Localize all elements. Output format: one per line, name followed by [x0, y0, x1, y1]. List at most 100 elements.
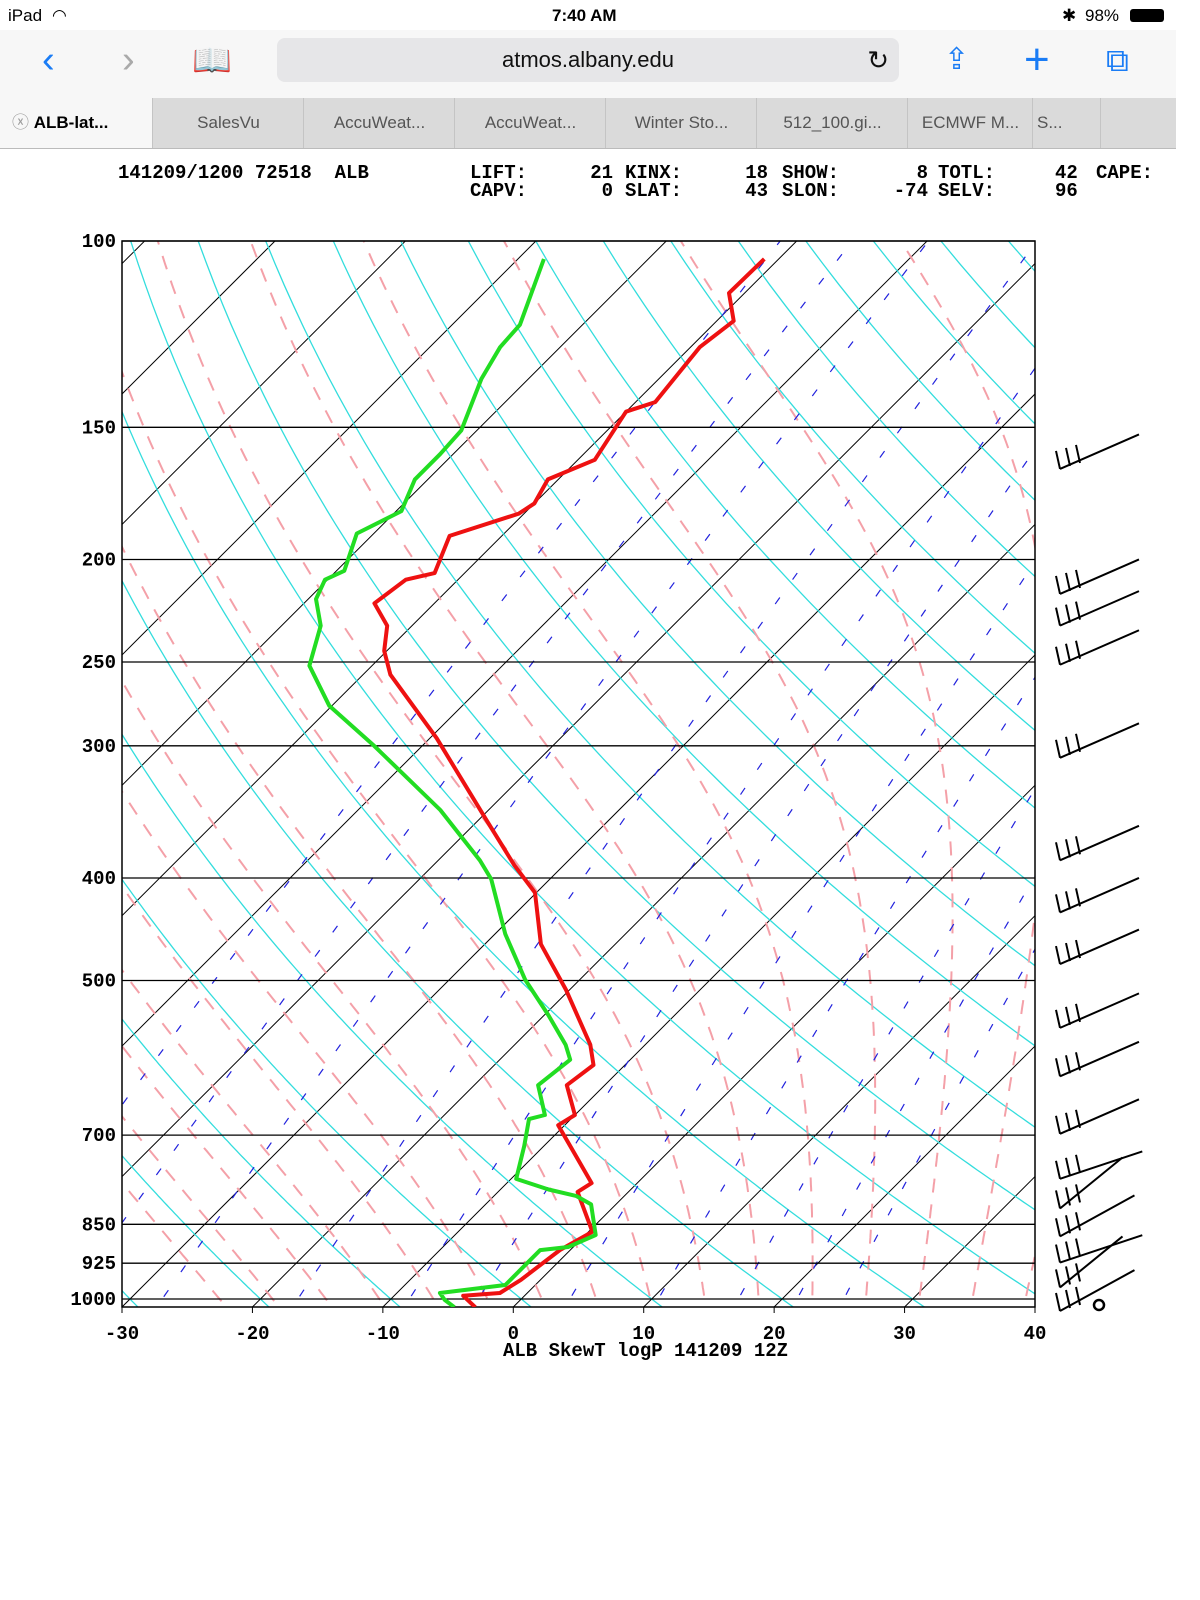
- x-tick-label: -20: [235, 1323, 269, 1345]
- dry-adiabat-line: [1121, 217, 1200, 1321]
- x-tick-label: 10: [632, 1323, 655, 1345]
- tab[interactable]: AccuWeat...: [303, 98, 455, 148]
- wind-barb-flag: [1055, 1009, 1061, 1029]
- device-label: iPad: [8, 6, 43, 25]
- y-tick-label: 850: [82, 1214, 116, 1236]
- back-button[interactable]: ‹: [42, 39, 55, 81]
- isotherm-line: [122, 241, 146, 265]
- x-tick-label: 0: [508, 1323, 519, 1345]
- wind-barb-flag: [1065, 447, 1071, 467]
- dry-adiabat-line: [122, 579, 795, 1307]
- wind-barb-flag: [1075, 1154, 1081, 1174]
- url-text: atmos.albany.edu: [501, 47, 675, 72]
- wind-barb-flag: [1075, 888, 1081, 907]
- dry-adiabat-line: [467, 241, 1035, 888]
- bookmarks-icon[interactable]: 📖: [192, 42, 232, 78]
- wind-barb-flag: [1055, 1058, 1061, 1077]
- mixing-ratio-line: [838, 948, 1035, 1307]
- wind-barb-flag: [1055, 894, 1061, 913]
- wind-barb: [1055, 1235, 1124, 1289]
- wind-barb: [1055, 433, 1140, 470]
- wind-barb: [1055, 1156, 1124, 1210]
- dry-adiabat-line: [122, 410, 926, 1307]
- dry-adiabat-line: [670, 241, 1035, 655]
- x-tick-label: 30: [893, 1323, 916, 1345]
- dry-adiabat-line: [400, 241, 1035, 967]
- wind-barb: [1055, 722, 1140, 759]
- dry-adiabat-line: [872, 241, 1035, 425]
- status-bar: iPad ◠ 7:40 AM ✱ 98%: [0, 0, 1176, 30]
- moist-adiabat-line: [122, 1181, 228, 1307]
- reload-icon[interactable]: ↻: [867, 45, 889, 75]
- wind-barb-flag: [1055, 1292, 1061, 1312]
- dewpoint-trace: [307, 258, 598, 1307]
- new-tab-icon[interactable]: +: [1024, 35, 1050, 84]
- wind-barb: [1055, 629, 1140, 666]
- moist-adiabat-line: [900, 241, 1035, 1307]
- dry-adiabat-line: [122, 1289, 139, 1307]
- dry-adiabat-line: [804, 241, 1035, 502]
- share-icon[interactable]: ⇪: [944, 43, 970, 76]
- isotherm-line: [512, 784, 1035, 1307]
- close-tab-icon[interactable]: ⓧ: [12, 113, 29, 132]
- battery-percent: 98%: [1085, 6, 1120, 25]
- tab[interactable]: S...: [1032, 98, 1103, 148]
- wind-barb-staff: [1059, 824, 1140, 862]
- x-tick-label: 20: [763, 1323, 786, 1345]
- wind-barb-flag: [1065, 1241, 1071, 1260]
- wind-barb-flag: [1075, 836, 1081, 855]
- x-tick-label: -10: [366, 1323, 400, 1345]
- address-bar[interactable]: atmos.albany.edu ↻: [277, 38, 899, 82]
- isotherm-line: [122, 393, 1035, 1307]
- moist-adiabat-line: [249, 241, 761, 1307]
- tab-active[interactable]: ⓧ ALB-lat...: [0, 98, 152, 148]
- tabs-icon[interactable]: ⧉: [1106, 42, 1129, 78]
- wind-barb-staff: [1059, 722, 1140, 759]
- dry-adiabat-line: [535, 241, 1035, 809]
- wind-barb: [1055, 1040, 1140, 1078]
- wind-barb-flag: [1075, 939, 1081, 959]
- tab[interactable]: Winter Sto...: [605, 98, 757, 148]
- dry-adiabat-line: [122, 733, 664, 1307]
- dry-adiabat-line: [122, 1018, 402, 1307]
- dry-adiabat-line: [130, 241, 1035, 1295]
- calm-wind-circle: [1092, 1298, 1106, 1312]
- wind-barb-flag: [1055, 1190, 1061, 1209]
- clock: 7:40 AM: [552, 6, 617, 25]
- moist-adiabat-line: [122, 544, 600, 1307]
- bluetooth-icon: ✱: [1062, 6, 1077, 25]
- isotherm-line: [382, 654, 1035, 1307]
- y-tick-label: 400: [82, 868, 116, 890]
- isotherm-line: [252, 523, 1035, 1307]
- wind-barb: [1055, 590, 1140, 627]
- isotherm-line: [122, 241, 276, 395]
- wind-barb: [1055, 928, 1140, 965]
- wind-barb-staff: [1059, 1194, 1135, 1238]
- wind-barb-staff: [1059, 1150, 1143, 1180]
- isotherm-line: [904, 1175, 1035, 1307]
- dry-adiabat-line: [197, 241, 1035, 1211]
- y-tick-label: 700: [82, 1125, 116, 1147]
- x-tick-label: 40: [1024, 1323, 1047, 1345]
- tab[interactable]: ECMWF M...: [907, 98, 1033, 148]
- moist-adiabat-line: [122, 679, 547, 1307]
- y-tick-label: 500: [82, 971, 116, 993]
- mixing-ratio-line: [122, 241, 853, 1224]
- tab[interactable]: AccuWeat...: [454, 98, 606, 148]
- tab[interactable]: 512_100.gi...: [756, 98, 908, 148]
- moist-adiabat-line: [122, 369, 654, 1307]
- y-tick-label: 925: [82, 1253, 116, 1275]
- wind-barb-staff: [1059, 590, 1140, 627]
- isotherm-line: [1034, 1306, 1035, 1307]
- wind-barb: [1055, 876, 1140, 914]
- wind-barb-flag: [1075, 1263, 1081, 1282]
- y-tick-label: 300: [82, 736, 116, 758]
- dry-adiabat-line: [602, 241, 1035, 732]
- tab[interactable]: SalesVu: [152, 98, 304, 148]
- wind-barb: [1055, 824, 1140, 862]
- isotherm-line: [773, 1045, 1035, 1307]
- wind-barb: [1055, 558, 1140, 595]
- wind-barb-flag: [1055, 739, 1061, 759]
- forward-button[interactable]: ›: [122, 39, 135, 81]
